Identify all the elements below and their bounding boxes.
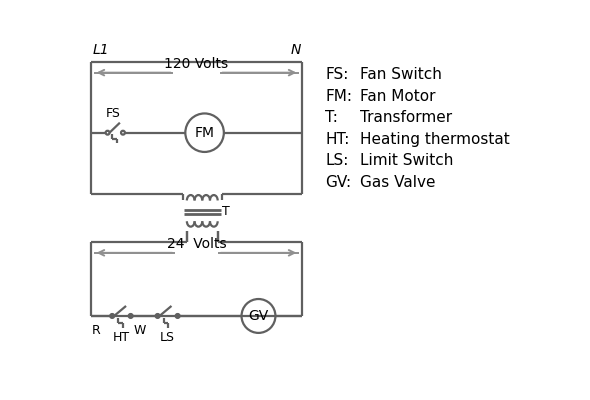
Text: W: W	[134, 324, 146, 337]
Text: HT:: HT:	[326, 132, 350, 147]
Text: L1: L1	[92, 43, 109, 57]
Text: LS: LS	[160, 331, 175, 344]
Text: T: T	[222, 205, 230, 218]
Text: 24  Volts: 24 Volts	[167, 237, 227, 251]
Text: Heating thermostat: Heating thermostat	[360, 132, 510, 147]
Text: Fan Switch: Fan Switch	[360, 67, 442, 82]
Text: LS:: LS:	[326, 154, 349, 168]
Text: Gas Valve: Gas Valve	[360, 175, 435, 190]
Text: GV: GV	[248, 309, 268, 323]
Text: T:: T:	[326, 110, 338, 125]
Text: HT: HT	[113, 331, 130, 344]
Text: Transformer: Transformer	[360, 110, 453, 125]
Text: N: N	[290, 43, 301, 57]
Text: 120 Volts: 120 Volts	[165, 57, 228, 71]
Text: R: R	[92, 324, 101, 337]
Text: FM: FM	[195, 126, 215, 140]
Text: Limit Switch: Limit Switch	[360, 154, 454, 168]
Text: GV:: GV:	[326, 175, 352, 190]
Text: FM:: FM:	[326, 89, 352, 104]
Text: FS: FS	[106, 107, 121, 120]
Text: Fan Motor: Fan Motor	[360, 89, 435, 104]
Text: FS:: FS:	[326, 67, 349, 82]
